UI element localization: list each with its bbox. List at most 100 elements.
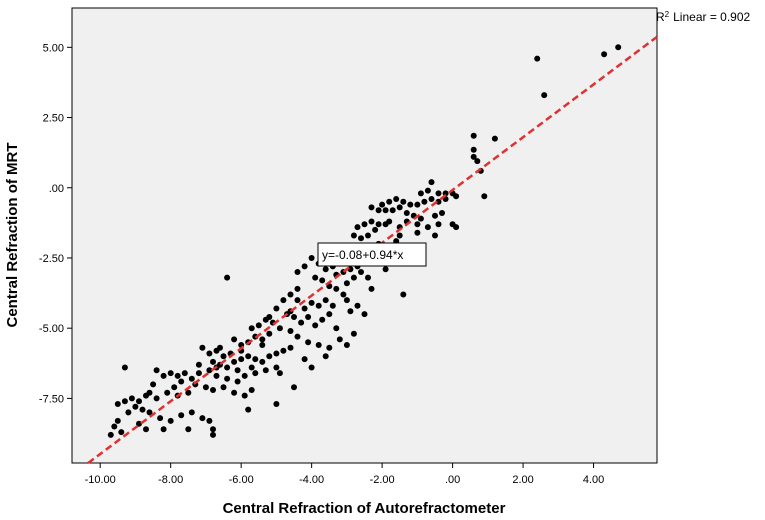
y-axis-title: Central Refraction of MRT xyxy=(4,142,21,327)
data-point xyxy=(336,336,343,343)
data-point xyxy=(424,187,431,194)
y-tick-label: 5.00 xyxy=(43,42,64,54)
data-point xyxy=(217,344,223,351)
data-point xyxy=(368,204,375,211)
data-point xyxy=(347,308,354,315)
data-point xyxy=(234,378,241,385)
x-axis-ticks: -10.00 -8.00 -6.00 -4.00 -2.00 .00 2.00 4.00 xyxy=(85,463,604,486)
data-point xyxy=(315,342,322,348)
data-point xyxy=(206,350,213,357)
y-tick-label: -7.50 xyxy=(39,393,64,405)
data-point xyxy=(150,381,157,388)
data-point xyxy=(298,319,305,326)
data-point xyxy=(414,229,421,236)
data-point xyxy=(375,207,382,214)
data-point xyxy=(305,314,312,320)
data-point xyxy=(210,426,216,433)
data-point xyxy=(481,193,488,200)
data-point xyxy=(319,316,326,323)
data-point xyxy=(146,389,153,396)
data-point xyxy=(368,218,375,225)
data-point xyxy=(400,291,407,298)
data-point xyxy=(308,255,315,261)
data-point xyxy=(294,285,301,292)
data-point xyxy=(188,375,195,382)
data-point xyxy=(407,201,414,208)
data-point xyxy=(266,353,273,360)
data-point xyxy=(206,417,213,424)
data-point xyxy=(238,356,245,363)
data-point xyxy=(315,302,322,309)
x-tick-label: -6.00 xyxy=(229,474,254,486)
data-point xyxy=(294,297,301,304)
equation-label: y=-0.08+0.94*x xyxy=(322,248,403,262)
data-point xyxy=(280,297,287,304)
data-point xyxy=(470,146,477,153)
data-point xyxy=(417,215,424,222)
data-point xyxy=(276,325,283,332)
data-point xyxy=(382,207,389,214)
data-point xyxy=(273,401,280,407)
data-point xyxy=(491,135,498,142)
data-point xyxy=(206,367,213,374)
data-point xyxy=(382,221,389,228)
data-point xyxy=(333,325,340,332)
data-point xyxy=(601,51,608,58)
data-point xyxy=(259,336,266,343)
y-tick-label: -2.50 xyxy=(39,253,64,265)
data-point xyxy=(234,367,241,374)
data-point xyxy=(153,367,160,374)
data-point xyxy=(164,389,171,396)
x-tick-label: -10.00 xyxy=(85,474,116,486)
data-point xyxy=(361,221,368,228)
data-point xyxy=(273,364,280,371)
r-squared-label: R2 Linear = 0.902 xyxy=(656,10,751,25)
data-point xyxy=(474,158,481,165)
data-point xyxy=(210,387,216,393)
data-point xyxy=(470,153,477,160)
data-point xyxy=(326,311,333,318)
data-point xyxy=(111,423,118,430)
data-point xyxy=(326,344,333,351)
data-point xyxy=(389,207,396,214)
data-point xyxy=(188,409,195,416)
data-point xyxy=(259,358,266,365)
data-point xyxy=(174,372,181,379)
data-point xyxy=(167,370,174,377)
data-point xyxy=(195,361,202,368)
data-point xyxy=(160,372,167,379)
data-point xyxy=(220,384,227,391)
data-point xyxy=(245,353,252,360)
data-point xyxy=(308,364,315,371)
equation-box: y=-0.08+0.94*x xyxy=(317,242,427,267)
data-point xyxy=(262,367,269,374)
y-tick-label: -5.00 xyxy=(39,323,64,335)
data-point xyxy=(287,344,294,351)
data-point xyxy=(333,285,340,292)
data-point xyxy=(350,274,357,281)
data-point xyxy=(432,212,438,219)
data-point xyxy=(365,232,371,239)
data-point xyxy=(287,291,294,298)
data-point xyxy=(365,274,371,281)
data-point xyxy=(312,274,319,281)
data-point xyxy=(428,179,435,186)
data-point xyxy=(301,263,308,270)
x-tick-label: -2.00 xyxy=(370,474,395,486)
data-point xyxy=(453,224,460,231)
data-point xyxy=(453,193,460,200)
x-tick-label: -4.00 xyxy=(299,474,324,486)
data-point xyxy=(255,322,262,329)
data-point xyxy=(153,395,160,402)
data-point xyxy=(224,375,231,382)
data-point xyxy=(210,431,216,438)
data-point xyxy=(231,358,238,365)
data-point xyxy=(414,201,421,208)
data-point xyxy=(534,55,541,62)
data-point xyxy=(276,370,283,377)
data-point xyxy=(368,285,375,292)
data-point xyxy=(266,330,273,337)
data-point xyxy=(343,342,350,348)
data-point xyxy=(358,235,364,242)
